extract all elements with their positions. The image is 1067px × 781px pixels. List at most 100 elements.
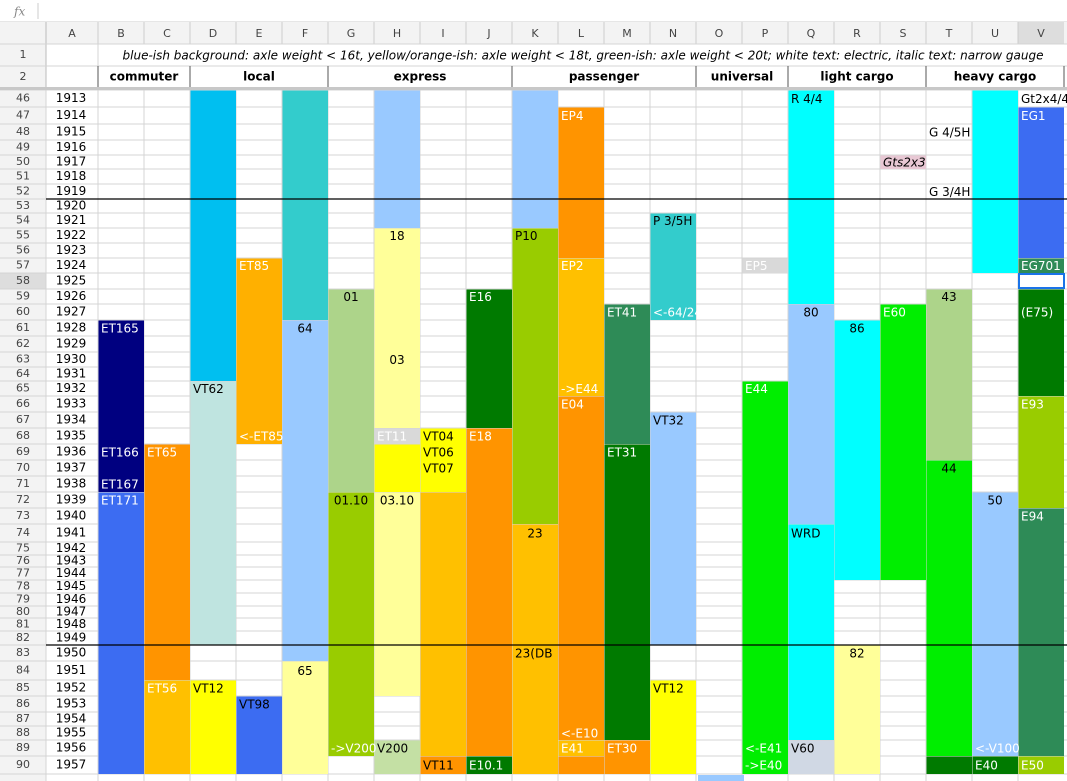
cell-text[interactable]: VT06 — [423, 446, 454, 460]
cell-text[interactable]: ET165 — [101, 322, 139, 336]
cell-text[interactable]: G 3/4H — [929, 185, 970, 199]
cell-text[interactable]: 50 — [987, 494, 1002, 508]
cell-text[interactable]: VT98 — [239, 698, 270, 712]
cell-fill — [1018, 258, 1064, 273]
cell-text[interactable]: E94 — [1021, 510, 1044, 524]
cell-text[interactable]: E60 — [883, 306, 906, 320]
cell-text[interactable]: ET31 — [607, 446, 637, 460]
cell-text[interactable]: (E75) — [1021, 306, 1053, 320]
cell-text[interactable]: V60 — [791, 742, 814, 756]
cell-text[interactable]: VT32 — [653, 414, 684, 428]
column-header[interactable]: L — [578, 27, 585, 40]
column-header[interactable]: U — [991, 27, 999, 40]
cell-text[interactable]: EG701 — [1021, 259, 1061, 273]
cell-text[interactable]: Gt2x4/4 — [1021, 92, 1067, 106]
column-header[interactable]: N — [669, 27, 677, 40]
year: 1954 — [56, 712, 87, 726]
cell-text[interactable]: 23(DB — [515, 647, 552, 661]
cell-fill — [604, 304, 650, 444]
year: 1921 — [56, 213, 87, 227]
cell-text[interactable]: P10 — [515, 229, 538, 243]
cell-text[interactable]: VT12 — [653, 682, 684, 696]
cell-text[interactable]: P 3/5H — [653, 214, 692, 228]
cell-text[interactable]: E04 — [561, 398, 584, 412]
cell-text[interactable]: ET41 — [607, 306, 637, 320]
column-header[interactable]: G — [347, 27, 356, 40]
column-header[interactable]: C — [163, 27, 171, 40]
cell-text[interactable]: ->V200 — [331, 742, 377, 756]
cell-text[interactable]: R 4/4 — [791, 92, 822, 106]
column-header[interactable]: P — [762, 27, 769, 40]
cell-text[interactable]: ET166 — [101, 446, 139, 460]
cell-text[interactable]: WRD — [791, 527, 820, 541]
cell-text[interactable]: E40 — [975, 759, 998, 773]
cell-text[interactable]: ET167 — [101, 478, 139, 492]
cell-text[interactable]: <-E41 — [745, 742, 782, 756]
cell-text[interactable]: 43 — [941, 290, 956, 304]
cell-text[interactable]: E18 — [469, 430, 492, 444]
cell-text[interactable]: <-ET85 — [239, 430, 284, 444]
cell-text[interactable]: V200 — [377, 742, 408, 756]
cell-text[interactable]: E16 — [469, 290, 492, 304]
column-header[interactable]: B — [117, 27, 125, 40]
cell-text[interactable]: E93 — [1021, 398, 1044, 412]
cell-text[interactable]: ET85 — [239, 259, 269, 273]
cell-text[interactable]: 01.10 — [334, 494, 368, 508]
column-header[interactable]: J — [486, 27, 490, 40]
cell-text[interactable]: 80 — [803, 306, 818, 320]
column-header[interactable]: T — [945, 27, 953, 40]
cell-text[interactable]: 18 — [389, 229, 404, 243]
cell-text[interactable]: <-64/24 — [653, 306, 702, 320]
cell-text[interactable]: 86 — [849, 322, 864, 336]
cell-text[interactable]: 44 — [941, 462, 956, 476]
cell-text[interactable]: EG1 — [1021, 109, 1046, 123]
cell-text[interactable]: VT12 — [193, 682, 224, 696]
cell-text[interactable]: VT62 — [193, 382, 224, 396]
column-header[interactable]: A — [68, 27, 76, 40]
cell-text[interactable]: ->E40 — [745, 759, 782, 773]
cell-text[interactable]: <-V100 — [975, 742, 1020, 756]
cell-text[interactable]: G 4/5H — [929, 126, 970, 140]
cell-text[interactable]: ET56 — [147, 682, 177, 696]
year: 1926 — [56, 289, 87, 303]
column-header[interactable]: E — [256, 27, 263, 40]
column-header[interactable]: R — [853, 27, 861, 40]
cell-text[interactable]: ->E44 — [561, 382, 598, 396]
cell-text[interactable]: E10.1 — [469, 759, 503, 773]
cell-text[interactable]: 01 — [343, 290, 358, 304]
cell-text[interactable]: <-E10 — [561, 727, 598, 741]
cell-text[interactable]: ET30 — [607, 742, 637, 756]
column-header[interactable]: I — [441, 27, 444, 40]
cell-text[interactable]: Gts2x3 — [883, 156, 926, 170]
cell-text[interactable]: VT04 — [423, 430, 454, 444]
column-header[interactable]: O — [715, 27, 724, 40]
column-header[interactable]: D — [209, 27, 217, 40]
column-header[interactable]: Q — [807, 27, 816, 40]
column-header[interactable]: K — [531, 27, 539, 40]
cell-text[interactable]: 03 — [389, 353, 404, 367]
cell-text[interactable]: 64 — [297, 322, 312, 336]
cell-text[interactable]: VT11 — [423, 759, 454, 773]
cell-text[interactable]: 82 — [849, 647, 864, 661]
cell-text[interactable]: E44 — [745, 382, 768, 396]
column-header[interactable]: V — [1037, 27, 1045, 40]
cell-text[interactable]: E50 — [1021, 759, 1044, 773]
cell-text[interactable]: 65 — [297, 664, 312, 678]
cell-text[interactable]: EP5 — [745, 259, 767, 273]
cell-text[interactable]: EP2 — [561, 259, 583, 273]
column-header[interactable]: S — [900, 27, 907, 40]
cell-text[interactable]: VT07 — [423, 462, 454, 476]
cell-text[interactable]: ET11 — [377, 430, 407, 444]
row-number: 55 — [16, 229, 30, 242]
cell-text[interactable]: EP4 — [561, 109, 583, 123]
column-header[interactable]: F — [302, 27, 308, 40]
cell-text[interactable]: E41 — [561, 742, 584, 756]
freeze-divider — [0, 87, 1067, 90]
cell-text[interactable]: 03.10 — [380, 494, 414, 508]
cell-text[interactable]: 23 — [527, 527, 542, 541]
cell-text[interactable]: ET171 — [101, 494, 139, 508]
column-header[interactable]: H — [393, 27, 401, 40]
cell-text[interactable]: ET65 — [147, 446, 177, 460]
column-header[interactable]: M — [622, 27, 632, 40]
